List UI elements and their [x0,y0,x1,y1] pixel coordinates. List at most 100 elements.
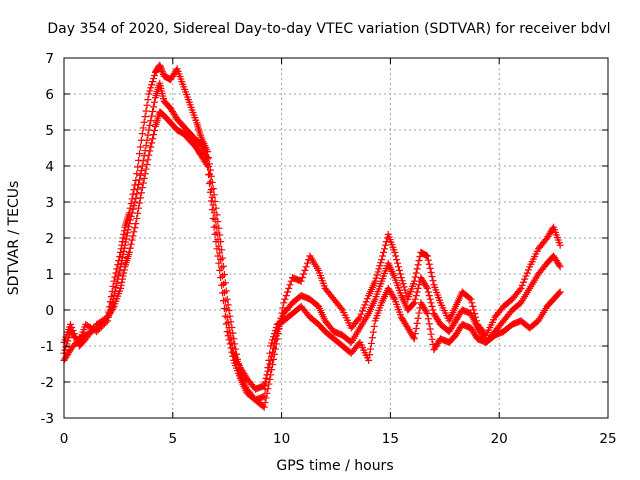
data-point [218,281,226,289]
data-point [523,269,531,277]
data-point [140,118,148,126]
data-point [118,278,126,286]
data-point [426,295,434,303]
data-point [212,238,220,246]
data-point [361,301,369,309]
data-point [393,256,401,264]
data-point [518,281,526,289]
data-point [141,113,149,121]
data-point [139,157,147,165]
data-point [131,224,139,232]
data-point [397,274,405,282]
data-point [374,268,382,276]
y-axis-label: SDTVAR / TECUs [6,181,22,296]
data-point [298,274,306,282]
data-point [144,156,152,164]
data-point [282,292,290,300]
data-point [157,64,165,72]
data-point [428,302,436,310]
data-point [394,263,402,271]
data-point [125,248,133,256]
data-point [150,71,158,79]
data-point [410,335,418,343]
data-point [209,214,217,222]
y-tick-label: 6 [45,87,54,103]
data-point [117,260,125,268]
data-point [150,75,158,83]
data-point [219,289,227,297]
data-point [224,332,232,340]
data-point [113,279,121,287]
data-point [358,307,366,315]
data-point [146,87,154,95]
data-point [124,226,132,234]
data-point [519,278,527,286]
data-point [221,312,229,320]
data-point [355,315,363,323]
data-point [150,103,158,111]
data-point [142,165,150,173]
data-point [469,302,477,310]
data-point [149,78,157,86]
data-point [284,288,292,296]
data-point [428,335,436,343]
data-point [368,334,376,342]
data-point [211,230,219,238]
y-tick-label: 2 [45,231,54,247]
data-point [412,269,420,277]
data-point [118,275,126,283]
data-point [120,247,128,255]
data-point [136,194,144,202]
data-point [143,136,151,144]
y-tick-label: 7 [45,51,54,67]
data-point [217,256,225,264]
data-point [123,232,131,240]
data-point [136,150,144,158]
data-point [150,127,158,135]
data-point [139,179,147,187]
data-point [227,344,235,352]
data-point [126,244,134,252]
data-point [415,257,423,265]
data-point [356,313,364,321]
data-point [217,274,225,282]
data-point [120,230,128,238]
data-point [391,248,399,256]
y-tick-label: -3 [41,411,54,427]
data-point [426,264,434,272]
data-point [222,320,230,328]
data-point [141,170,149,178]
data-point [272,323,280,331]
data-point [224,301,232,309]
data-point [262,378,270,386]
data-point [398,277,406,285]
data-point [112,283,120,291]
data-point [133,190,141,198]
data-point [556,241,564,249]
data-point [285,284,293,292]
data-point [517,284,525,292]
data-point [466,294,474,302]
data-point [125,223,133,231]
data-point [150,131,158,139]
data-point [129,205,137,213]
data-point [378,256,386,264]
data-point [413,288,421,296]
data-point [68,323,76,331]
x-tick-label: 25 [599,431,616,447]
data-point [376,262,384,270]
data-point [115,271,123,279]
data-point [137,167,145,175]
data-point [399,280,407,288]
data-point [149,135,157,143]
data-point [205,179,213,187]
data-point [375,265,383,273]
data-point [261,385,269,393]
data-points [60,61,564,411]
data-point [301,266,309,274]
data-point [228,348,236,356]
data-point [424,256,432,264]
data-point [412,325,420,333]
data-point [427,299,435,307]
